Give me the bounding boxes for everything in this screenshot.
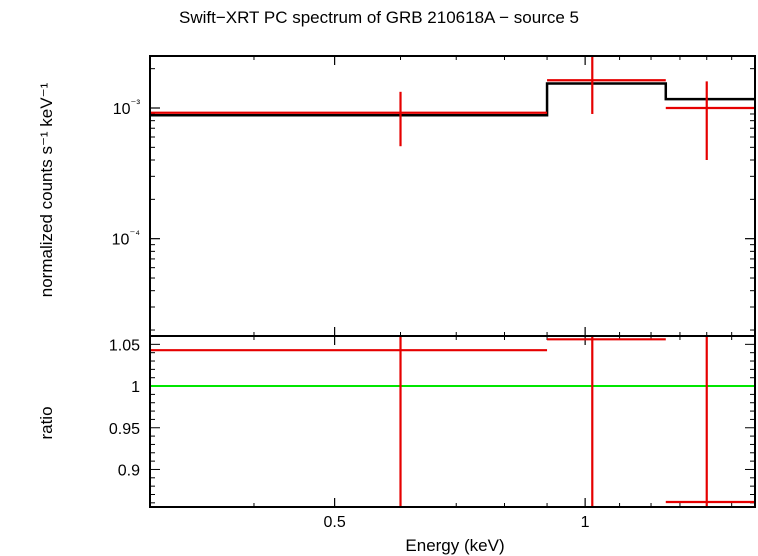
y-tick-label: 0.95 bbox=[109, 421, 140, 438]
tick-labels: 0.5 1 10⁻³ 10⁻⁴ 0.9 0.95 1 1.05 bbox=[109, 98, 590, 531]
y-tick-label: 1 bbox=[131, 379, 140, 396]
ratio-panel-frame bbox=[149, 335, 756, 508]
y-tick-label: 10⁻³ bbox=[113, 98, 141, 118]
panel-frames bbox=[149, 55, 756, 508]
x-axis-label: Energy (keV) bbox=[405, 536, 505, 555]
x-tick-label: 1 bbox=[581, 514, 590, 531]
axis-ticks bbox=[149, 56, 756, 507]
model-group bbox=[150, 82, 755, 117]
model-line bbox=[150, 82, 755, 117]
chart-title: Swift−XRT PC spectrum of GRB 210618A − s… bbox=[178, 8, 579, 27]
data-points-group bbox=[150, 56, 755, 507]
spectrum-panel-frame bbox=[149, 55, 756, 337]
y-tick-label: 1.05 bbox=[109, 337, 140, 354]
y-tick-label: 10⁻⁴ bbox=[112, 229, 141, 249]
y-tick-label: 0.9 bbox=[118, 462, 140, 479]
x-tick-label: 0.5 bbox=[323, 514, 345, 531]
